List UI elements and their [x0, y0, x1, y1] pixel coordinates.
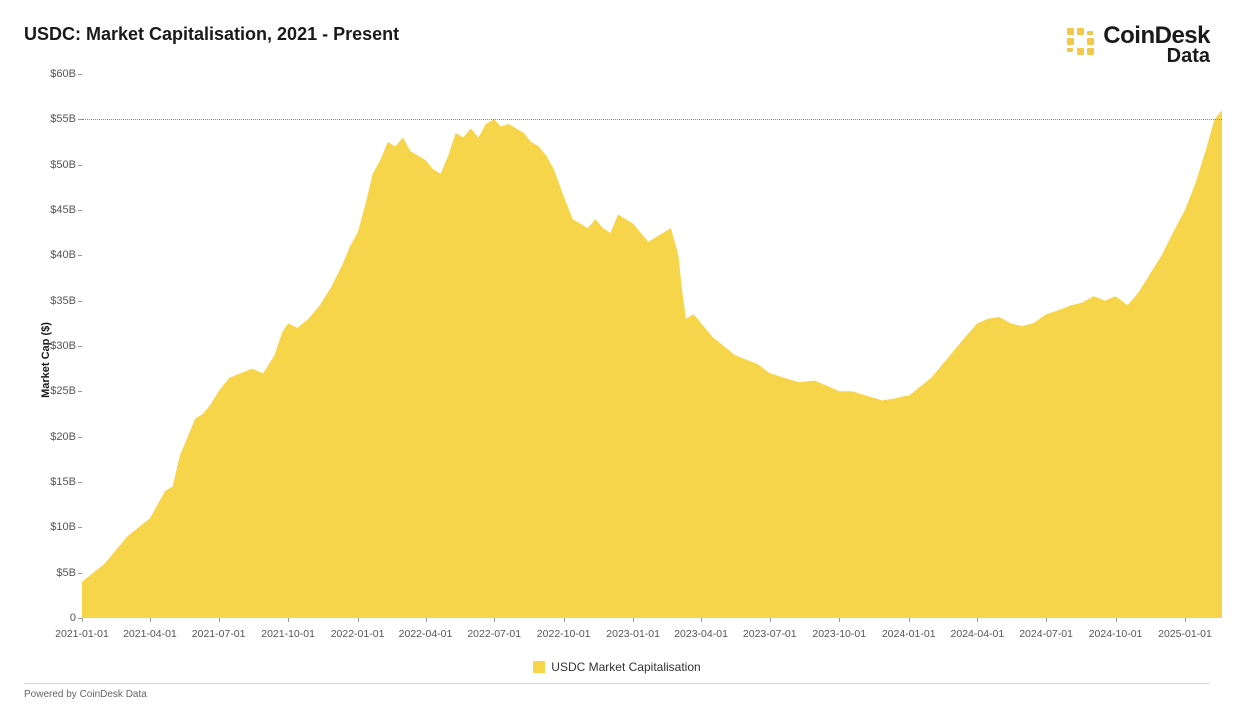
x-tick-label: 2023-07-01 — [743, 628, 797, 640]
reference-line — [82, 119, 1222, 120]
plot-area — [82, 74, 1222, 618]
chart-container: Market Cap ($) 0$5B$10B$15B$20B$25B$30B$… — [30, 74, 1222, 646]
x-tick-label: 2024-10-01 — [1089, 628, 1143, 640]
chart-title: USDC: Market Capitalisation, 2021 - Pres… — [24, 24, 399, 45]
y-tick-label: $35B — [50, 295, 76, 307]
x-tick-label: 2022-07-01 — [467, 628, 521, 640]
legend: USDC Market Capitalisation — [0, 660, 1234, 674]
y-tick-label: $45B — [50, 204, 76, 216]
y-tick-label: $5B — [56, 567, 76, 579]
x-tick-label: 2021-04-01 — [123, 628, 177, 640]
x-tick-label: 2023-01-01 — [606, 628, 660, 640]
y-axis-ticks: 0$5B$10B$15B$20B$25B$30B$35B$40B$45B$50B… — [30, 74, 80, 618]
area-series — [82, 74, 1222, 618]
y-tick-label: $25B — [50, 385, 76, 397]
y-tick-label: $20B — [50, 431, 76, 443]
x-tick-label: 2024-01-01 — [882, 628, 936, 640]
legend-label: USDC Market Capitalisation — [551, 660, 700, 674]
footer-rule — [24, 683, 1210, 684]
x-tick-label: 2022-10-01 — [537, 628, 591, 640]
y-tick-label: $30B — [50, 340, 76, 352]
x-tick-label: 2023-04-01 — [674, 628, 728, 640]
x-tick-label: 2023-10-01 — [812, 628, 866, 640]
y-tick-label: $40B — [50, 249, 76, 261]
footer-text: Powered by CoinDesk Data — [24, 689, 147, 700]
x-axis-ticks: 2021-01-012021-04-012021-07-012021-10-01… — [82, 622, 1222, 646]
coindesk-icon — [1063, 24, 1097, 58]
y-tick-label: 0 — [70, 612, 76, 624]
y-tick-label: $15B — [50, 476, 76, 488]
x-tick-label: 2021-10-01 — [261, 628, 315, 640]
x-tick-label: 2025-01-01 — [1158, 628, 1212, 640]
x-tick-label: 2022-01-01 — [331, 628, 385, 640]
y-tick-label: $50B — [50, 159, 76, 171]
x-tick-label: 2021-01-01 — [55, 628, 109, 640]
area-path — [82, 110, 1222, 618]
x-tick-label: 2024-04-01 — [951, 628, 1005, 640]
x-tick-label: 2022-04-01 — [399, 628, 453, 640]
y-tick-label: $55B — [50, 113, 76, 125]
y-tick-label: $60B — [50, 68, 76, 80]
y-tick-label: $10B — [50, 521, 76, 533]
brand-sub: Data — [1103, 46, 1210, 66]
brand-logo: CoinDesk Data — [1063, 24, 1210, 66]
legend-swatch — [533, 661, 545, 673]
x-tick-label: 2024-07-01 — [1019, 628, 1073, 640]
x-tick-label: 2021-07-01 — [192, 628, 246, 640]
